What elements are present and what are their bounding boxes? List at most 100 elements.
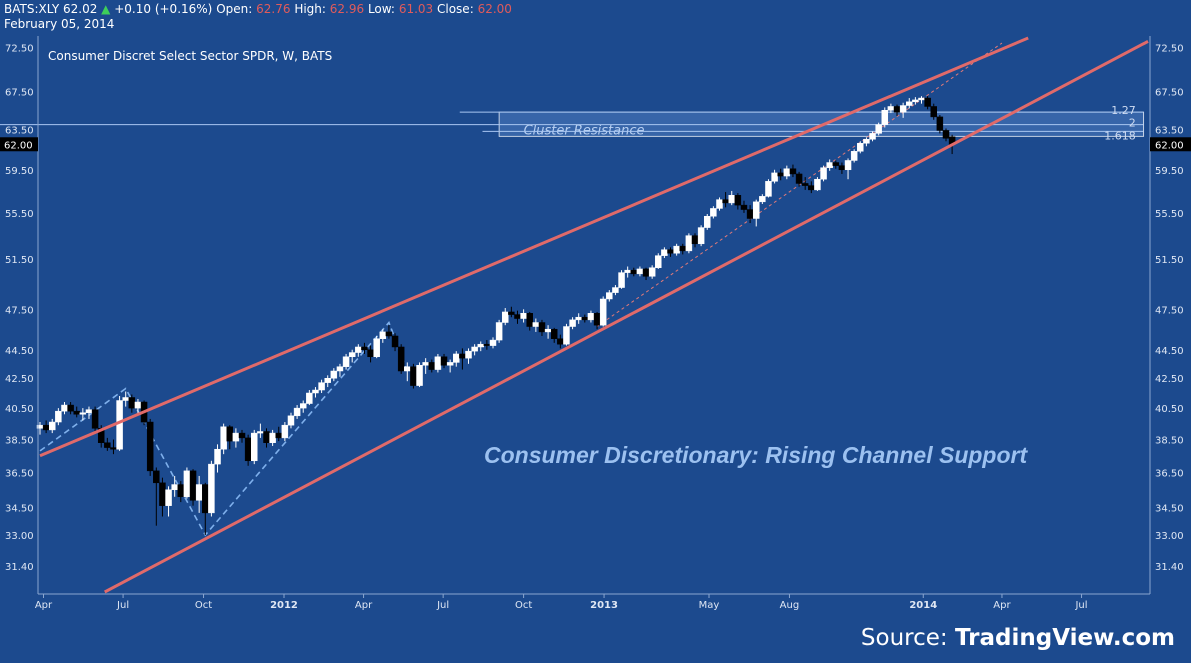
high-value: 62.96 bbox=[329, 2, 365, 16]
low-label: Low: bbox=[367, 2, 395, 16]
x-tick-label: Oct bbox=[515, 600, 532, 611]
x-tick-label: Jul bbox=[116, 600, 129, 611]
candle-body bbox=[930, 106, 937, 118]
candle-body bbox=[269, 432, 276, 443]
chart-annotation: Consumer Discretionary: Rising Channel S… bbox=[484, 442, 1028, 468]
y-tick-label-right: 67.50 bbox=[1155, 88, 1184, 99]
symbol-label: BATS:XLY bbox=[4, 2, 60, 16]
y-tick-label-left: 63.50 bbox=[5, 125, 34, 136]
y-tick-label-left: 72.50 bbox=[5, 43, 34, 54]
y-tick-label-right: 33.00 bbox=[1155, 531, 1184, 542]
candle-body bbox=[361, 346, 368, 351]
candle-body bbox=[765, 181, 772, 197]
y-tick-label-left: 40.50 bbox=[5, 404, 34, 415]
candle-body bbox=[489, 339, 497, 346]
candle-body bbox=[893, 106, 901, 113]
x-tick-label: 2014 bbox=[909, 600, 937, 611]
current-price-tag-left: 62.00 bbox=[0, 137, 38, 152]
candle-body bbox=[599, 298, 607, 326]
candle-body bbox=[55, 410, 62, 423]
candle-body bbox=[936, 116, 944, 131]
candle-body bbox=[459, 353, 466, 359]
candle-body bbox=[526, 313, 533, 327]
candle-body bbox=[410, 366, 417, 386]
close-label: Close: bbox=[437, 2, 474, 16]
x-tick-label: Jul bbox=[436, 600, 449, 611]
candle-body bbox=[495, 322, 503, 341]
candle-body bbox=[636, 268, 644, 275]
candle-body bbox=[612, 287, 619, 293]
chart-title: Consumer Discret Select Sector SPDR, W, … bbox=[48, 49, 332, 63]
channel-upper-line bbox=[39, 36, 1029, 458]
candle-body bbox=[202, 484, 209, 514]
candle-body bbox=[661, 249, 668, 256]
candle-body bbox=[122, 397, 129, 401]
x-tick-label: Aug bbox=[780, 600, 800, 611]
candle-body bbox=[116, 400, 123, 450]
candle-body bbox=[189, 470, 197, 501]
candle-body bbox=[875, 124, 882, 134]
candle-body bbox=[820, 167, 827, 180]
candle-body bbox=[336, 366, 344, 372]
candle-body bbox=[618, 272, 625, 288]
candle-body bbox=[716, 199, 723, 209]
candle-body bbox=[838, 165, 846, 171]
candle-body bbox=[385, 331, 393, 337]
candle-body bbox=[587, 313, 595, 321]
x-tick-label: Apr bbox=[993, 600, 1011, 611]
candle-body bbox=[104, 442, 111, 448]
candle-body bbox=[422, 362, 429, 366]
candle-body bbox=[814, 178, 821, 191]
candle-body bbox=[434, 356, 442, 370]
candle-body bbox=[446, 362, 454, 366]
y-tick-label-left: 42.50 bbox=[5, 374, 34, 385]
candle-body bbox=[281, 424, 289, 439]
x-tick-label: Apr bbox=[355, 600, 373, 611]
candle-body bbox=[373, 338, 380, 358]
y-tick-label-left: 33.00 bbox=[5, 531, 34, 542]
candle-body bbox=[244, 437, 252, 462]
fib-label-2: 2 bbox=[1129, 117, 1136, 130]
candle-body bbox=[593, 313, 601, 326]
y-tick-label-left: 47.50 bbox=[5, 305, 34, 316]
candle-body bbox=[324, 377, 331, 383]
candle-body bbox=[397, 346, 405, 372]
candle-body bbox=[330, 370, 338, 379]
candle-body bbox=[746, 209, 754, 219]
candle-body bbox=[342, 356, 350, 367]
candle-body bbox=[232, 432, 240, 442]
candle-body bbox=[673, 245, 680, 254]
candle-body bbox=[379, 331, 387, 339]
candle-body bbox=[881, 109, 889, 125]
candle-body bbox=[508, 311, 515, 315]
candle-body bbox=[697, 227, 705, 245]
current-price-label-right: 62.00 bbox=[1155, 140, 1184, 151]
candle-body bbox=[857, 143, 864, 152]
candle-body bbox=[416, 365, 423, 386]
candle-body bbox=[128, 397, 136, 409]
fib-label-1-618: 1.618 bbox=[1104, 129, 1136, 142]
change-up-icon: ▲ bbox=[101, 2, 111, 16]
candle-body bbox=[710, 208, 717, 217]
y-tick-label-left: 51.50 bbox=[5, 255, 34, 266]
candle-body bbox=[789, 168, 797, 175]
candle-body bbox=[79, 412, 87, 415]
y-tick-label-right: 31.40 bbox=[1155, 562, 1184, 573]
candle-body bbox=[759, 196, 766, 203]
y-tick-label-right: 40.50 bbox=[1155, 404, 1184, 415]
y-tick-label-right: 51.50 bbox=[1155, 255, 1184, 266]
low-value: 61.03 bbox=[398, 2, 434, 16]
candle-body bbox=[906, 101, 913, 106]
x-tick-label: Jul bbox=[1074, 600, 1087, 611]
candle-body bbox=[42, 424, 50, 431]
candle-body bbox=[220, 426, 227, 450]
candle-body bbox=[771, 172, 778, 182]
candle-body bbox=[312, 389, 319, 394]
candle-body bbox=[367, 349, 374, 358]
candle-body bbox=[110, 447, 117, 450]
candle-body bbox=[703, 215, 711, 228]
header-date: February 05, 2014 bbox=[4, 17, 115, 31]
candle-body bbox=[783, 168, 791, 177]
